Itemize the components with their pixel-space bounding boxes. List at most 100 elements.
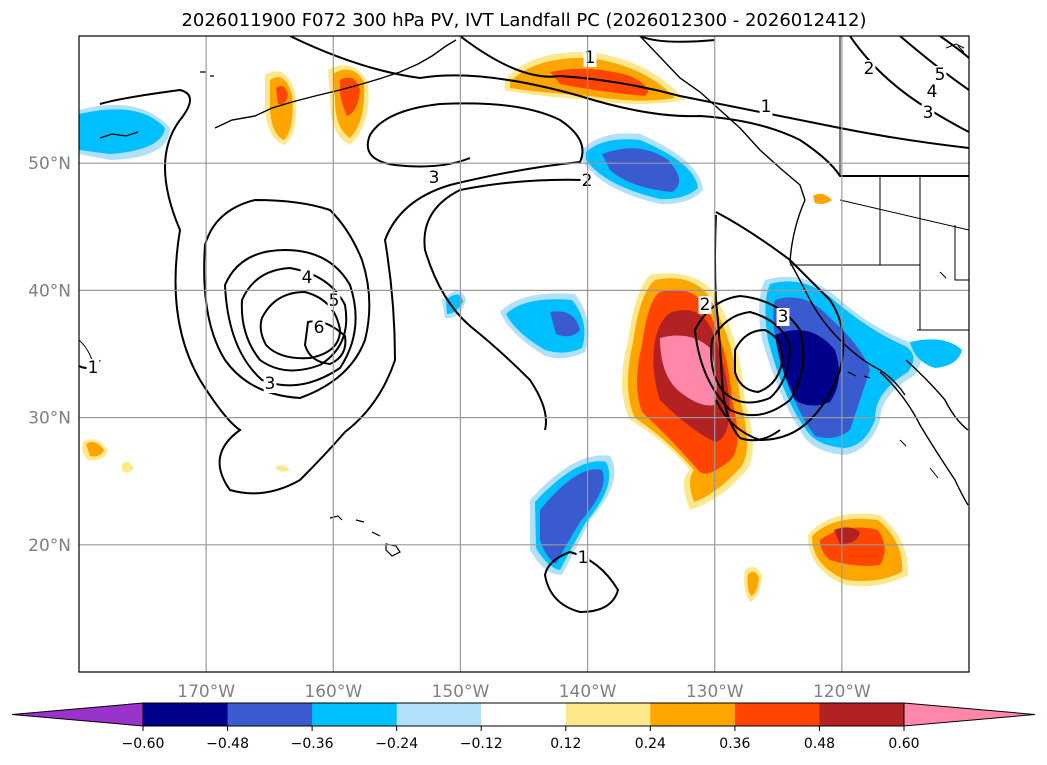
gridlines (79, 36, 969, 672)
contour-label-bg (576, 549, 590, 567)
contour-label-bg (698, 296, 712, 314)
pv-contour-1-south (543, 550, 620, 614)
colorbar-segment (312, 703, 398, 726)
contour-label: 5 (329, 291, 340, 311)
pos-region-southeast (808, 513, 909, 587)
pv-contour-labels: 1 1 1 1 2 2 2 3 3 3 3 4 4 5 5 6 (86, 48, 947, 568)
colorbar-tick-label: 0.60 (888, 736, 919, 752)
state-borders (790, 176, 969, 331)
pv-contour-ring-a (693, 294, 805, 417)
contour-label: 4 (302, 268, 313, 288)
latitude-tick-labels: 20°N 30°N 40°N 50°N (28, 154, 71, 556)
contour-label-bg (312, 319, 326, 337)
colorbar-segment (565, 703, 651, 726)
contour-label: 3 (429, 168, 440, 188)
lon-tick-label: 140°W (559, 682, 617, 702)
pv-contour-1-north (459, 36, 969, 149)
contour-label: 5 (935, 65, 946, 85)
colorbar-extend-min (11, 702, 144, 727)
aleutian-islands (214, 39, 457, 129)
colorbar-tick-label: −0.12 (460, 736, 503, 752)
contour-label-bg (263, 375, 277, 393)
colorbar-tick-label: 0.12 (550, 736, 581, 752)
colorbar-extend-max (903, 702, 1036, 727)
lat-tick-label: 40°N (28, 281, 71, 301)
colorbar: −0.60 −0.48 −0.36 −0.24 −0.12 0.12 0.24 0.36 0.4… (11, 702, 1036, 752)
neg-region-central (500, 293, 589, 359)
colorbar-tick-label: −0.48 (206, 736, 249, 752)
colorbar-segment (227, 703, 313, 726)
contour-label: 2 (700, 295, 711, 315)
lat-tick-label: 20°N (28, 536, 71, 556)
baja-peninsula (879, 371, 969, 506)
west-coast-islands (847, 43, 965, 479)
coastlines (79, 36, 969, 557)
lat-tick-label: 30°N (28, 409, 71, 429)
colorbar-tick-label: 0.48 (804, 736, 835, 752)
colorbar-tick-label: −0.36 (291, 736, 334, 752)
neg-region-ne-pacific (582, 133, 703, 205)
contour-label-bg (933, 66, 947, 84)
contour-label-bg (862, 60, 876, 78)
contour-label-bg (925, 83, 939, 101)
pv-contour-ring-c (734, 328, 784, 394)
colorbar-tick-label: 0.24 (635, 736, 666, 752)
pc-shading (79, 51, 962, 602)
contour-label-bg (86, 359, 100, 377)
map-frame (78, 35, 970, 673)
pv-contour-3-landfall (715, 211, 845, 442)
pv-contour-outer-loop (99, 88, 191, 121)
lon-tick-label: 170°W (177, 682, 235, 702)
colorbar-tick-label: 0.36 (719, 736, 750, 752)
lat-tick-label: 50°N (28, 154, 71, 174)
figure-title: 2026011900 F072 300 hPa PV, IVT Landfall… (181, 10, 866, 31)
contour-label: 3 (265, 374, 276, 394)
pv-contour-6-ring (259, 290, 342, 360)
neg-region-aleutian-west (79, 104, 170, 160)
colorbar-tick-label: −0.24 (375, 736, 418, 752)
colorbar-segment (396, 703, 482, 726)
pv-contour-6-core (303, 320, 347, 366)
contour-label-bg (776, 308, 790, 326)
west-small-islands (99, 71, 214, 139)
contour-label-bg (327, 292, 341, 310)
contour-label-bg (759, 98, 773, 116)
lon-tick-label: 160°W (304, 682, 362, 702)
contour-label: 1 (88, 358, 99, 378)
contour-label: 4 (927, 82, 938, 102)
contour-label: 3 (778, 307, 789, 327)
contour-label: 6 (314, 318, 325, 338)
lon-tick-label: 130°W (686, 682, 744, 702)
lon-tick-label: 150°W (432, 682, 490, 702)
contour-label: 3 (923, 103, 934, 123)
contour-label: 1 (761, 97, 772, 117)
longitude-tick-labels: 170°W 160°W 150°W 140°W 130°W 120°W (177, 682, 871, 702)
contour-label-bg (300, 269, 314, 287)
contour-label-bg (427, 169, 441, 187)
lon-tick-label: 120°W (813, 682, 871, 702)
pv-contour-3-outer (164, 102, 584, 495)
hawaii-islands (329, 515, 401, 557)
colorbar-frame (142, 702, 905, 727)
bc-coast (789, 199, 906, 396)
colorbar-segment (143, 703, 229, 726)
pv-contour-5-ring (240, 266, 348, 372)
pos-region-main-landfall (621, 273, 753, 510)
colorbar-segment (650, 703, 736, 726)
pos-region-bering-west (265, 71, 297, 145)
alaska-coast (639, 36, 806, 201)
contour-label: 2 (864, 59, 875, 79)
contour-label-bg (583, 49, 597, 67)
contour-label: 1 (578, 548, 589, 568)
pos-region-small-spots (82, 193, 832, 602)
pv-contour-2-north (289, 36, 969, 177)
pv-contour-2-inner (423, 178, 586, 431)
pv-contour-3-ring (203, 198, 371, 400)
pv-contour-ring-b (710, 310, 792, 404)
colorbar-segment (734, 703, 820, 726)
mexico-coast (905, 359, 969, 431)
contour-label-bg (921, 104, 935, 122)
colorbar-tick-label: −0.60 (122, 736, 165, 752)
colorbar-segment (481, 703, 567, 726)
